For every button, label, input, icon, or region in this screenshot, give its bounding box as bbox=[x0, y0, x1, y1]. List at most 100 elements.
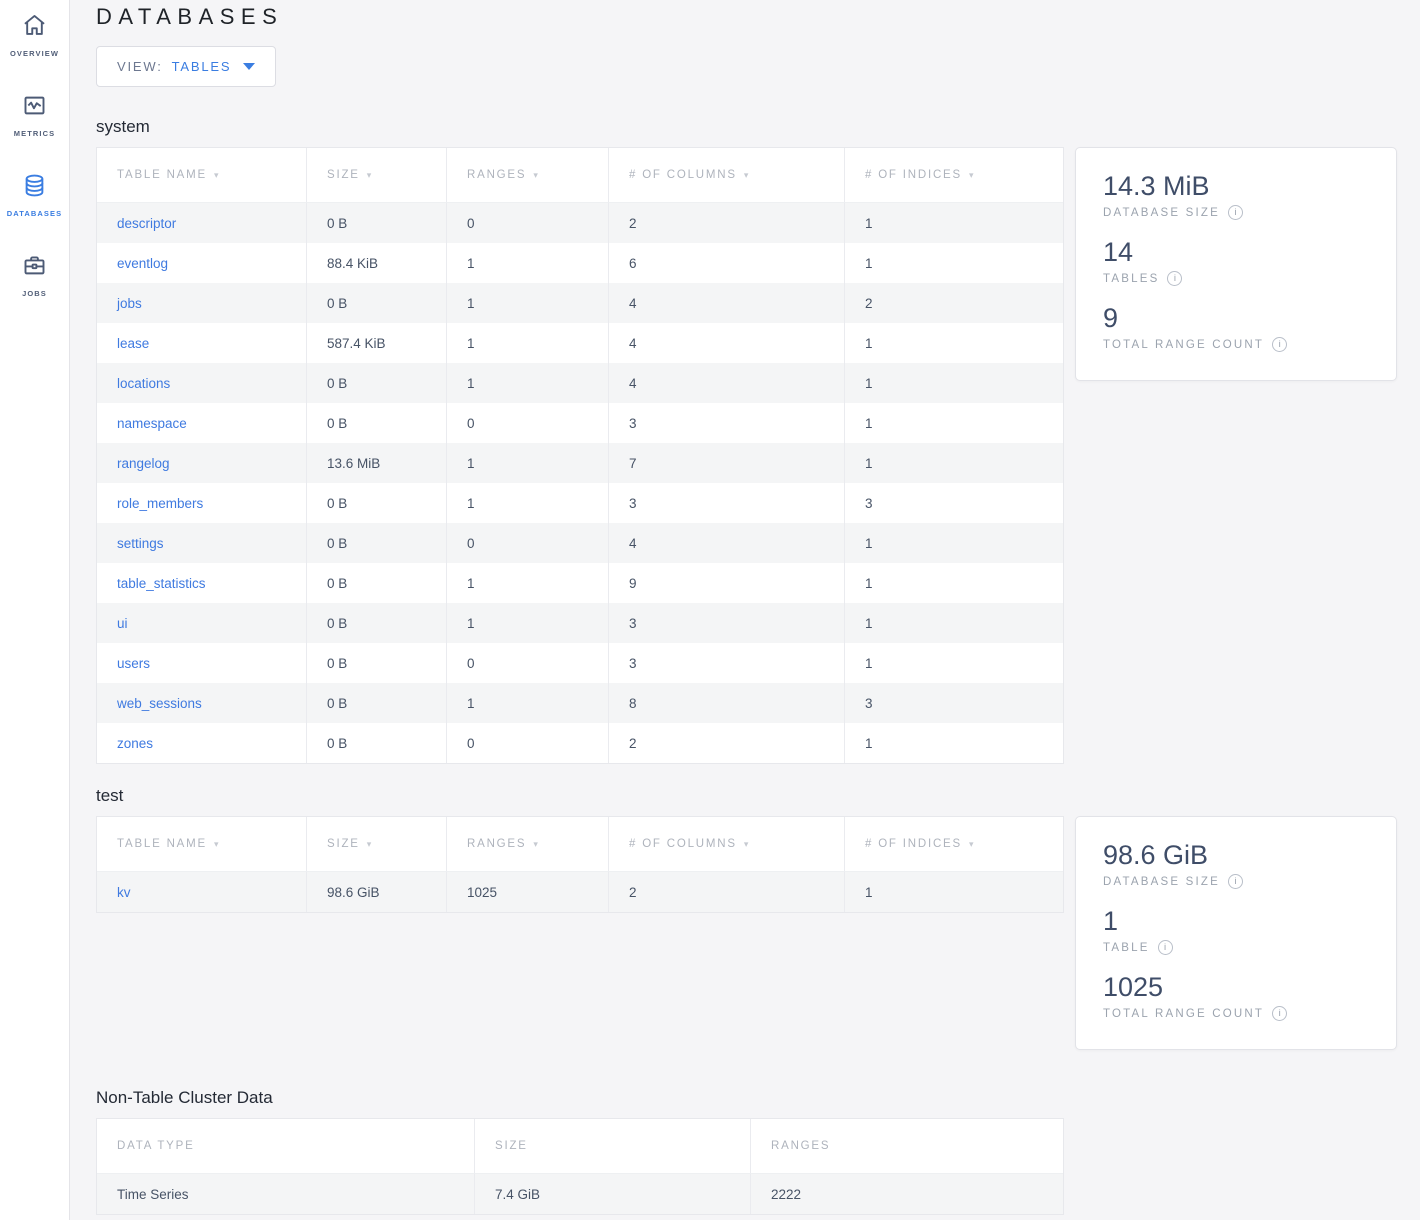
size-cell: 0 B bbox=[307, 523, 447, 563]
column-header-table-name[interactable]: TABLE NAME ▾ bbox=[97, 148, 307, 203]
table-row: rangelog 13.6 MiB 1 7 1 bbox=[97, 443, 1063, 483]
database-section-test: TABLE NAME ▾ SIZE ▾ RANGES ▾ # OF COLUMNS ▾ … bbox=[96, 816, 1397, 1050]
table-link[interactable]: jobs bbox=[117, 295, 142, 311]
sidebar-item-metrics[interactable]: METRICS bbox=[0, 92, 69, 150]
ranges-cell: 0 bbox=[447, 523, 609, 563]
info-icon[interactable]: i bbox=[1272, 1006, 1288, 1022]
size-cell: 98.6 GiB bbox=[307, 872, 447, 912]
table-link[interactable]: namespace bbox=[117, 415, 187, 431]
column-header-ranges: RANGES bbox=[751, 1119, 1063, 1174]
info-icon[interactable]: i bbox=[1228, 874, 1244, 890]
table-count-stat: 1 TABLE i bbox=[1103, 906, 1369, 956]
table-link[interactable]: descriptor bbox=[117, 215, 177, 231]
size-cell: 13.6 MiB bbox=[307, 443, 447, 483]
tables-table: TABLE NAME ▾ SIZE ▾ RANGES ▾ # OF COLUMNS ▾ … bbox=[96, 816, 1064, 913]
table-link[interactable]: locations bbox=[117, 375, 171, 391]
info-icon[interactable]: i bbox=[1228, 205, 1244, 221]
table-name-cell: rangelog bbox=[97, 443, 307, 483]
metrics-icon bbox=[21, 92, 48, 124]
indices-cell: 1 bbox=[845, 643, 1063, 683]
table-name-cell: jobs bbox=[97, 283, 307, 323]
table-link[interactable]: table_statistics bbox=[117, 575, 206, 591]
home-icon bbox=[21, 12, 48, 44]
size-cell: 7.4 GiB bbox=[475, 1174, 751, 1214]
table-name-cell: settings bbox=[97, 523, 307, 563]
stat-value: 9 bbox=[1103, 303, 1119, 334]
database-icon bbox=[21, 172, 48, 204]
table-row: users 0 B 0 3 1 bbox=[97, 643, 1063, 683]
columns-cell: 4 bbox=[609, 363, 845, 403]
view-selector-dropdown[interactable]: VIEW: TABLES bbox=[96, 46, 277, 87]
stat-label: DATABASE SIZE bbox=[1103, 206, 1221, 219]
ranges-cell: 0 bbox=[447, 203, 609, 243]
table-link[interactable]: ui bbox=[117, 615, 128, 631]
indices-cell: 1 bbox=[845, 872, 1063, 912]
column-header-ranges[interactable]: RANGES ▾ bbox=[447, 148, 609, 203]
size-cell: 0 B bbox=[307, 403, 447, 443]
database-size-stat: 98.6 GiB DATABASE SIZE i bbox=[1103, 840, 1369, 890]
columns-cell: 2 bbox=[609, 872, 845, 912]
column-header-columns[interactable]: # OF COLUMNS ▾ bbox=[609, 817, 845, 872]
view-selector-prefix: VIEW: bbox=[117, 59, 163, 74]
briefcase-icon bbox=[21, 252, 48, 284]
table-row: Time Series 7.4 GiB 2222 bbox=[97, 1174, 1063, 1214]
table-row: eventlog 88.4 KiB 1 6 1 bbox=[97, 243, 1063, 283]
table-header-row: TABLE NAME ▾ SIZE ▾ RANGES ▾ # OF COLUMNS ▾ … bbox=[97, 148, 1063, 203]
column-header-indices[interactable]: # OF INDICES ▾ bbox=[845, 148, 1063, 203]
column-header-ranges[interactable]: RANGES ▾ bbox=[447, 817, 609, 872]
columns-cell: 9 bbox=[609, 563, 845, 603]
size-cell: 88.4 KiB bbox=[307, 243, 447, 283]
table-row: jobs 0 B 1 4 2 bbox=[97, 283, 1063, 323]
column-header-columns[interactable]: # OF COLUMNS ▾ bbox=[609, 148, 845, 203]
stat-label: TABLES bbox=[1103, 272, 1160, 285]
sort-caret-icon: ▾ bbox=[214, 169, 221, 180]
tables-table: TABLE NAME ▾ SIZE ▾ RANGES ▾ # OF COLUMNS ▾ … bbox=[96, 147, 1064, 764]
columns-cell: 4 bbox=[609, 283, 845, 323]
indices-cell: 1 bbox=[845, 403, 1063, 443]
ranges-cell: 1025 bbox=[447, 872, 609, 912]
stat-label: TABLE bbox=[1103, 941, 1150, 954]
main-content: DATABASES VIEW: TABLES system TABLE NAME… bbox=[70, 0, 1420, 1220]
table-link[interactable]: rangelog bbox=[117, 455, 170, 471]
column-header-table-name[interactable]: TABLE NAME ▾ bbox=[97, 817, 307, 872]
table-link[interactable]: lease bbox=[117, 335, 150, 351]
sidebar-item-jobs[interactable]: JOBS bbox=[0, 252, 69, 310]
stat-label: TOTAL RANGE COUNT bbox=[1103, 338, 1265, 351]
indices-cell: 3 bbox=[845, 483, 1063, 523]
column-header-indices[interactable]: # OF INDICES ▾ bbox=[845, 817, 1063, 872]
table-link[interactable]: kv bbox=[117, 884, 131, 900]
table-link[interactable]: eventlog bbox=[117, 255, 169, 271]
sort-caret-icon: ▾ bbox=[214, 838, 221, 849]
sidebar-item-overview[interactable]: OVERVIEW bbox=[0, 12, 69, 70]
database-section-system: TABLE NAME ▾ SIZE ▾ RANGES ▾ # OF COLUMNS ▾ … bbox=[96, 147, 1397, 764]
ranges-cell: 1 bbox=[447, 683, 609, 723]
stat-label: TOTAL RANGE COUNT bbox=[1103, 1007, 1265, 1020]
database-size-stat: 14.3 MiB DATABASE SIZE i bbox=[1103, 171, 1369, 221]
table-link[interactable]: settings bbox=[117, 535, 164, 551]
table-link[interactable]: users bbox=[117, 655, 151, 671]
indices-cell: 1 bbox=[845, 563, 1063, 603]
view-selector-value: TABLES bbox=[171, 59, 232, 74]
table-name-cell: ui bbox=[97, 603, 307, 643]
sort-caret-icon: ▾ bbox=[743, 838, 751, 849]
info-icon[interactable]: i bbox=[1167, 271, 1183, 287]
sort-caret-icon: ▾ bbox=[969, 838, 976, 849]
table-name-cell: locations bbox=[97, 363, 307, 403]
info-icon[interactable]: i bbox=[1272, 337, 1288, 353]
table-link[interactable]: web_sessions bbox=[117, 695, 202, 711]
table-link[interactable]: role_members bbox=[117, 495, 204, 511]
table-name-cell: web_sessions bbox=[97, 683, 307, 723]
sort-caret-icon: ▾ bbox=[533, 169, 540, 180]
column-header-size[interactable]: SIZE ▾ bbox=[307, 817, 447, 872]
table-link[interactable]: zones bbox=[117, 735, 154, 751]
table-row: namespace 0 B 0 3 1 bbox=[97, 403, 1063, 443]
sidebar-item-databases[interactable]: DATABASES bbox=[0, 172, 69, 230]
stat-value: 14 bbox=[1103, 237, 1134, 268]
ranges-cell: 1 bbox=[447, 603, 609, 643]
info-icon[interactable]: i bbox=[1157, 940, 1173, 956]
column-header-size[interactable]: SIZE ▾ bbox=[307, 148, 447, 203]
size-cell: 0 B bbox=[307, 603, 447, 643]
table-name-cell: namespace bbox=[97, 403, 307, 443]
table-row: lease 587.4 KiB 1 4 1 bbox=[97, 323, 1063, 363]
ranges-cell: 0 bbox=[447, 723, 609, 763]
